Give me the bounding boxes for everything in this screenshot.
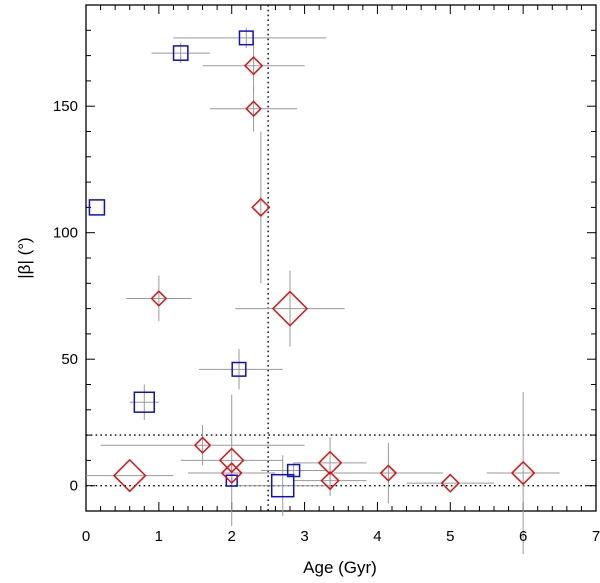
x-tick-label: 5	[446, 528, 454, 545]
diamond-marker	[220, 462, 243, 484]
square-marker	[133, 391, 155, 413]
diamond-marker	[218, 447, 245, 474]
x-tick-label: 4	[373, 528, 381, 545]
square-marker	[270, 473, 295, 498]
square-marker	[225, 474, 238, 487]
x-tick-label: 2	[228, 528, 236, 545]
x-tick-label: 3	[300, 528, 308, 545]
diamond-marker	[243, 56, 264, 76]
x-tick-label: 6	[519, 528, 527, 545]
error-bars	[86, 27, 560, 555]
y-axis-label: |β| (°)	[15, 237, 34, 278]
x-tick-label: 1	[155, 528, 163, 545]
y-tick-label: 100	[53, 225, 78, 242]
y-tick-label: 150	[53, 98, 78, 115]
diamond-marker	[251, 197, 271, 218]
square-marker	[88, 199, 106, 216]
diamond-marker	[510, 460, 536, 486]
data-points	[88, 30, 536, 498]
diamond-marker	[320, 471, 340, 491]
diamond-marker	[112, 458, 147, 493]
x-tick-label: 0	[82, 528, 90, 545]
tick-labels: 0 1 2 3 4 5 6 7 0 50 100 150	[53, 98, 600, 545]
x-tick-label: 7	[592, 528, 600, 545]
y-tick-label: 0	[70, 478, 78, 495]
square-marker	[172, 45, 189, 61]
diamond-marker	[379, 464, 398, 482]
diamond-marker	[317, 450, 343, 476]
square-marker	[238, 30, 254, 46]
diamond-marker	[245, 100, 262, 118]
diamond-marker	[440, 473, 460, 493]
y-tick-label: 50	[61, 351, 78, 368]
diamond-marker	[150, 290, 168, 307]
x-axis-label: Age (Gyr)	[303, 558, 377, 577]
diamond-marker	[193, 436, 212, 454]
reference-lines	[86, 5, 596, 511]
square-marker	[231, 361, 247, 377]
diamond-marker	[271, 290, 309, 327]
